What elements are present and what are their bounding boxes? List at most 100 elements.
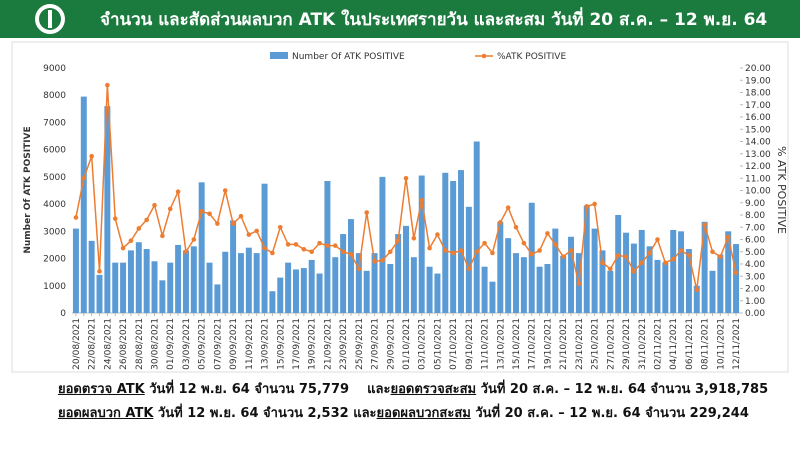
line-marker — [576, 281, 582, 286]
bar — [316, 273, 323, 313]
line-marker — [81, 175, 87, 181]
bar — [528, 202, 535, 313]
bar — [654, 259, 661, 313]
x-tick-label: 03/10/2021 — [418, 318, 428, 370]
y2-tick-label: 12.00 — [745, 162, 771, 172]
chart-frame — [11, 41, 789, 373]
bar — [544, 264, 551, 313]
y2-tick-label: 1.00 — [745, 297, 765, 307]
line-marker — [403, 175, 409, 181]
line-marker — [505, 205, 511, 210]
bar — [513, 253, 520, 313]
footer: ยอดตรวจ ATK วันที่ 12 พ.ย. 64 จำนวน 75,7… — [58, 378, 768, 426]
x-tick-label: 15/09/2021 — [276, 318, 286, 370]
bar — [552, 228, 559, 313]
footer-text: วันที่ 20 ส.ค. – 12 พ.ย. 64 จำนวน 229,24… — [470, 406, 749, 421]
x-tick-label: 25/09/2021 — [355, 318, 365, 370]
y-tick-label: 8000 — [43, 91, 66, 101]
line-marker — [246, 232, 252, 237]
y2-tick-label: 2.00 — [745, 285, 765, 295]
bar — [560, 255, 567, 313]
bar — [709, 270, 716, 313]
bar — [568, 236, 575, 313]
bar — [615, 215, 622, 313]
bar — [214, 284, 221, 313]
x-tick-label: 09/10/2021 — [465, 318, 475, 370]
bar — [733, 244, 740, 313]
line-marker — [199, 209, 204, 214]
line-marker — [136, 226, 142, 231]
bar — [198, 182, 205, 313]
bar — [410, 257, 417, 313]
x-tick-label: 15/10/2021 — [512, 318, 522, 370]
line-marker — [293, 242, 299, 247]
bar — [222, 251, 229, 313]
line-marker — [112, 216, 118, 221]
x-tick-label: 03/09/2021 — [182, 318, 192, 370]
line-marker — [631, 269, 637, 274]
bar — [638, 229, 645, 313]
line-marker — [537, 248, 542, 253]
x-tick-label: 08/11/2021 — [701, 318, 711, 370]
x-tick-label: 05/10/2021 — [433, 318, 443, 370]
bar — [623, 232, 630, 313]
bar — [112, 262, 119, 313]
x-tick-label: 21/09/2021 — [323, 318, 333, 370]
x-tick-label: 26/08/2021 — [119, 318, 129, 370]
legend-label: Number Of ATK POSITIVE — [292, 52, 405, 62]
y-tick-label: 0 — [60, 309, 66, 319]
line-marker — [725, 234, 731, 240]
line-marker — [498, 220, 503, 225]
line-marker — [301, 247, 307, 252]
line-marker — [332, 243, 338, 248]
bar — [481, 266, 488, 313]
line-marker — [372, 259, 377, 264]
bar — [292, 269, 299, 313]
y2-axis-label: % ATK POSITIVE — [775, 146, 788, 234]
line-marker — [670, 256, 676, 262]
x-tick-label: 17/09/2021 — [292, 318, 302, 370]
y-tick-label: 7000 — [43, 118, 66, 128]
line-marker — [277, 224, 283, 230]
y2-tick-label: 4.00 — [745, 260, 765, 270]
line-marker — [694, 287, 700, 293]
y2-tick-label: 16.00 — [745, 113, 771, 123]
bar — [253, 253, 260, 313]
x-tick-label: 07/09/2021 — [213, 318, 223, 370]
line-marker — [466, 266, 472, 272]
y2-tick-label: 0.00 — [745, 309, 765, 319]
y2-tick-label: 7.00 — [745, 223, 765, 233]
bar — [387, 264, 394, 313]
line-marker — [647, 250, 652, 256]
line-marker — [521, 240, 527, 246]
line-marker — [105, 82, 110, 88]
bar — [104, 106, 111, 313]
legend-label: %ATK POSITIVE — [497, 52, 566, 62]
line-marker — [230, 221, 236, 226]
bar — [88, 240, 95, 313]
footer-text: วันที่ 12 พ.ย. 64 จำนวน 2,532 และ — [153, 406, 377, 421]
x-tick-label: 29/09/2021 — [386, 318, 396, 370]
x-tick-label: 27/09/2021 — [371, 318, 381, 370]
line-marker — [183, 249, 189, 255]
footer-text: วันที่ 20 ส.ค. – 12 พ.ย. 64 จำนวน 3,918,… — [476, 382, 769, 397]
bar — [363, 270, 370, 313]
line-marker — [655, 237, 660, 242]
footer-line: ยอดตรวจ ATK วันที่ 12 พ.ย. 64 จำนวน 75,7… — [58, 378, 768, 402]
y-tick-label: 3000 — [43, 227, 66, 237]
line-marker — [435, 232, 440, 237]
y2-tick-label: 6.00 — [745, 236, 765, 246]
x-tick-label: 02/11/2021 — [653, 318, 663, 370]
y2-tick-label: 5.00 — [745, 248, 765, 258]
bar — [426, 266, 433, 313]
line-marker — [222, 188, 228, 193]
x-tick-label: 12/11/2021 — [732, 318, 742, 370]
footer-text: ยอดตรวจสะสม — [390, 382, 477, 397]
line-marker — [490, 250, 495, 256]
bar — [167, 262, 174, 313]
line-marker — [702, 222, 707, 228]
x-tick-label: 29/10/2021 — [622, 318, 632, 370]
bar — [505, 238, 512, 313]
line-marker — [364, 210, 370, 215]
bar — [80, 96, 87, 313]
